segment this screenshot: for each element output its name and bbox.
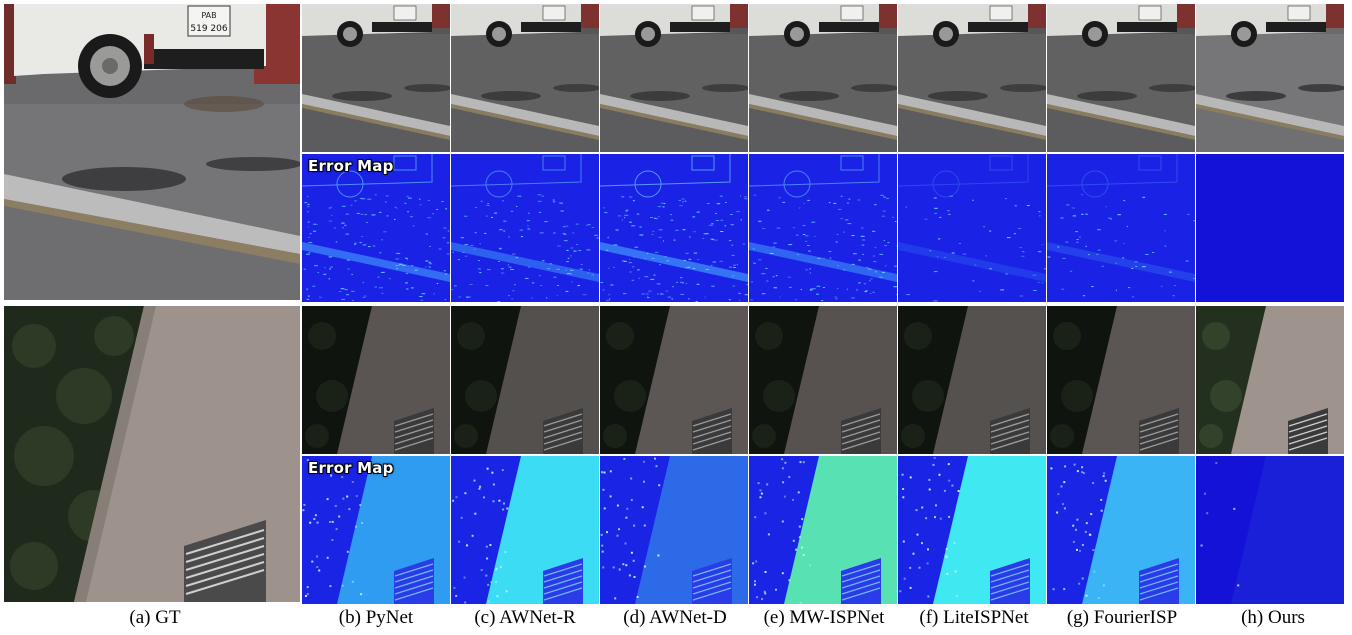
street-output-ours <box>1196 4 1344 152</box>
error-map-label: Error Map <box>308 157 394 175</box>
street-output-liteispnet <box>898 4 1046 152</box>
building-output-liteispnet <box>898 306 1046 454</box>
building-error-map-ours <box>1196 456 1344 604</box>
street-error-map-awnet-r <box>451 154 599 302</box>
caption-awnet-r: (c) AWNet-R <box>474 607 576 628</box>
gt-street-image: PAB 519 206 <box>4 4 300 300</box>
building-output-pynet <box>302 306 450 454</box>
caption-liteispnet: (f) LiteISPNet <box>919 607 1029 628</box>
building-output-fourierisp <box>1047 306 1195 454</box>
street-output-pynet <box>302 4 450 152</box>
street-error-map-fourierisp <box>1047 154 1195 302</box>
street-error-map-ours <box>1196 154 1344 302</box>
street-error-map-pynet: Error Map <box>302 154 450 302</box>
building-error-map-mw-ispnet <box>749 456 897 604</box>
building-output-mw-ispnet <box>749 306 897 454</box>
street-error-map-awnet-d <box>600 154 748 302</box>
building-error-map-pynet: Error Map <box>302 456 450 604</box>
license-plate-text: 519 206 <box>190 24 227 34</box>
street-output-awnet-r <box>451 4 599 152</box>
building-error-map-liteispnet <box>898 456 1046 604</box>
street-output-mw-ispnet <box>749 4 897 152</box>
error-map-label: Error Map <box>308 459 394 477</box>
caption-gt: (a) GT <box>129 607 181 628</box>
building-output-awnet-d <box>600 306 748 454</box>
street-output-fourierisp <box>1047 4 1195 152</box>
gt-building-image <box>4 306 300 602</box>
caption-awnet-d: (d) AWNet-D <box>623 607 727 628</box>
building-error-map-fourierisp <box>1047 456 1195 604</box>
building-error-map-awnet-d <box>600 456 748 604</box>
street-error-map-liteispnet <box>898 154 1046 302</box>
building-output-awnet-r <box>451 306 599 454</box>
svg-text:PAB: PAB <box>201 11 216 20</box>
caption-fourierisp: (g) FourierISP <box>1066 607 1178 628</box>
building-output-ours <box>1196 306 1344 454</box>
building-error-map-awnet-r <box>451 456 599 604</box>
caption-ours: (h) Ours <box>1241 607 1305 628</box>
street-error-map-mw-ispnet <box>749 154 897 302</box>
caption-pynet: (b) PyNet <box>338 607 414 628</box>
street-output-awnet-d <box>600 4 748 152</box>
caption-mw-ispnet: (e) MW-ISPNet <box>763 607 885 628</box>
